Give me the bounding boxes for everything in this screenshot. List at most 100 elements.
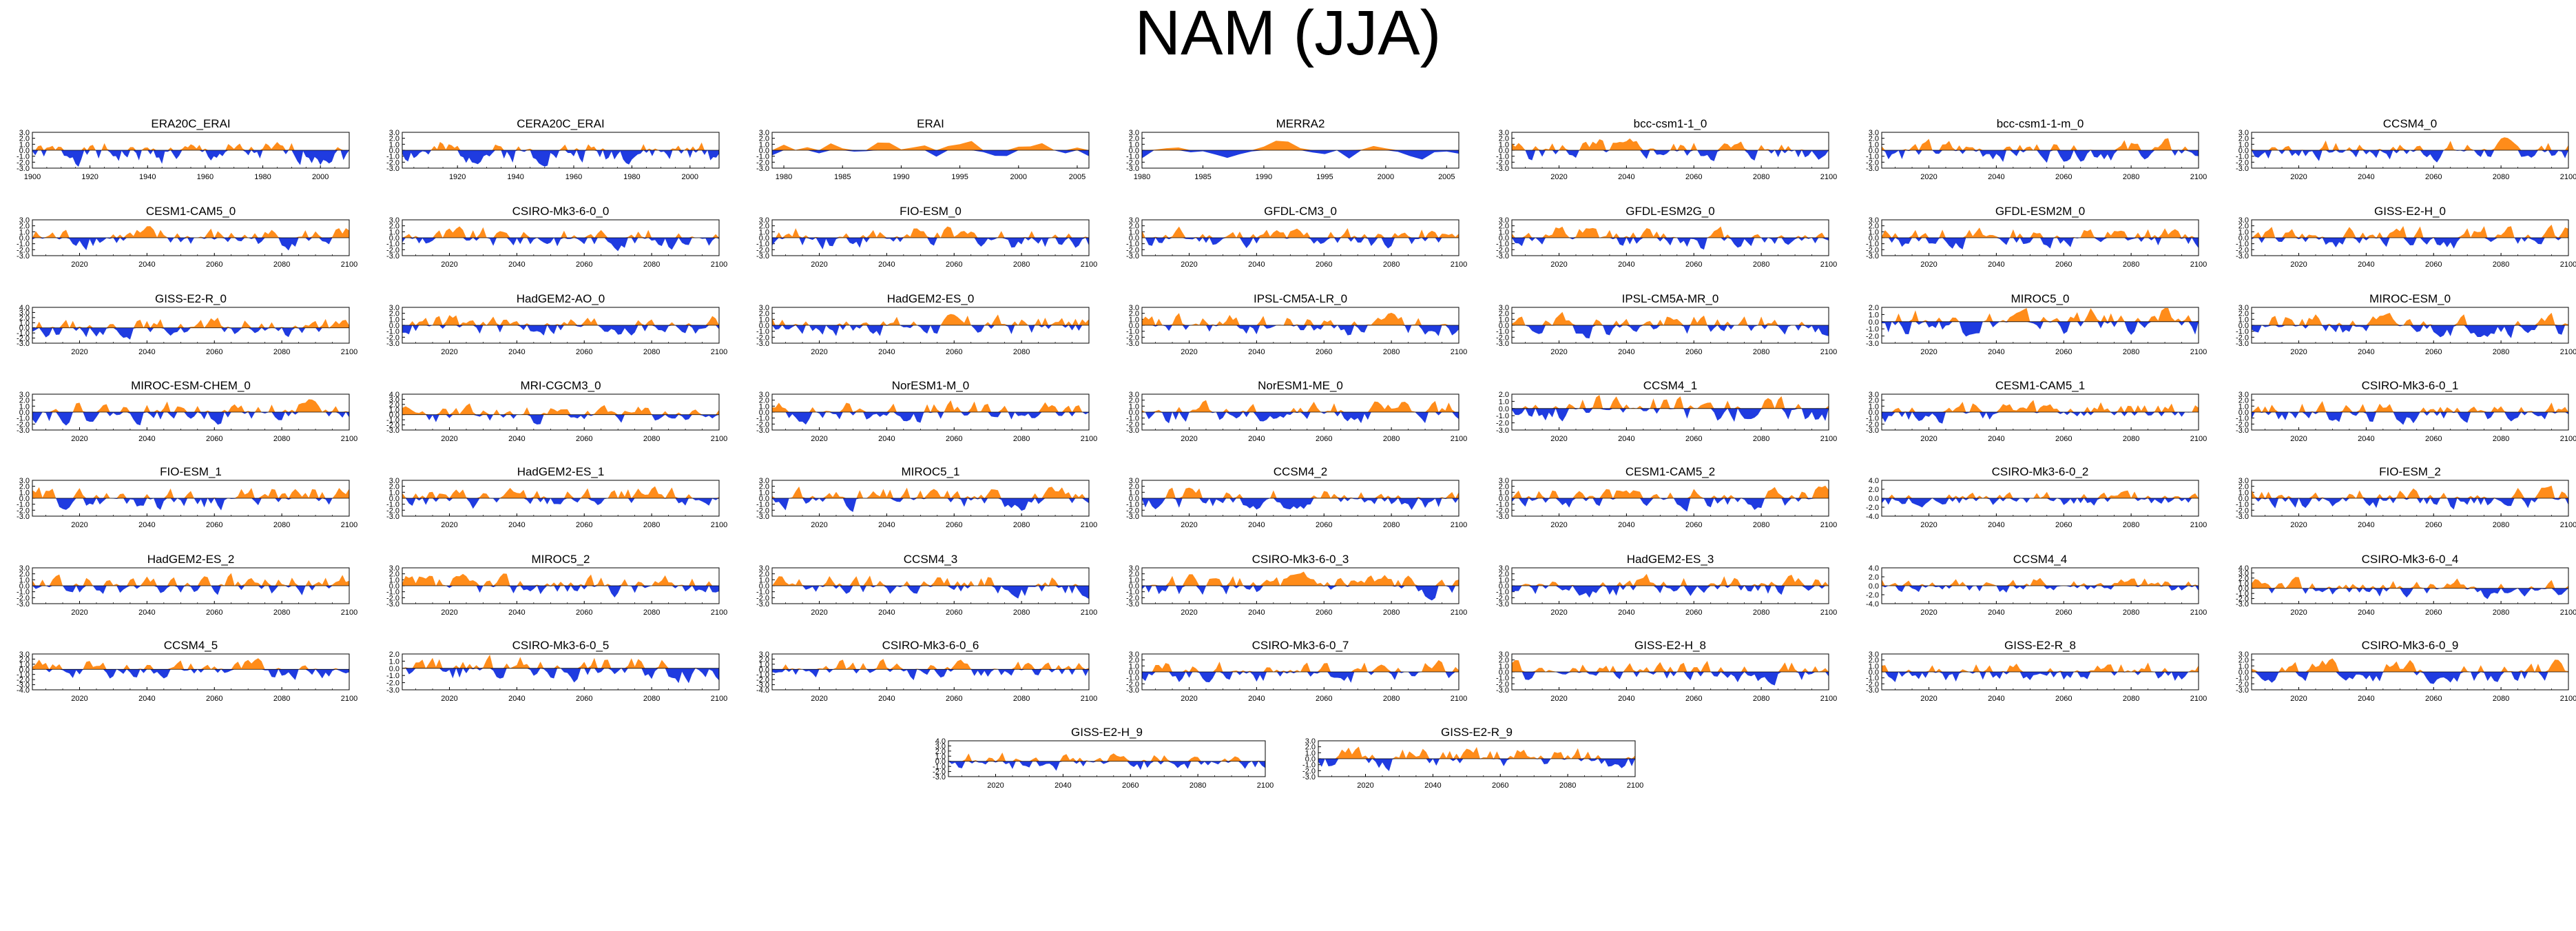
panel-GISS-E2-R_0: GISS-E2-R_0 4.03.02.01.00.0-1.0-2.0-3.0 20…	[17, 292, 357, 356]
x-tick-label: 2020	[71, 521, 87, 529]
plot-frame	[32, 219, 350, 256]
positive-area	[772, 141, 1089, 150]
plot-frame	[1318, 740, 1636, 777]
y-tick-label: -2.0	[1866, 246, 1879, 254]
plot-frame	[402, 480, 720, 517]
y-tick-label: 1.0	[2239, 228, 2249, 236]
negative-area	[2252, 672, 2568, 684]
x-tick-label: 2100	[1451, 521, 1467, 529]
panel-title: CCSM4_4	[2013, 553, 2067, 566]
y-tick-label: 0.0	[759, 234, 769, 243]
y-tick-label: -2.0	[1866, 333, 1879, 341]
positive-area	[1882, 138, 2199, 150]
panel-title: CCSM4_5	[164, 639, 218, 652]
y-tick-label: 2.0	[1129, 310, 1139, 318]
y-tick-label: -3.0	[1126, 686, 1139, 695]
plot-frame	[948, 740, 1266, 777]
plot-frame	[32, 567, 350, 604]
y-tick-label: -3.0	[756, 600, 769, 608]
positive-area	[32, 142, 349, 150]
x-tick-label: 2060	[946, 435, 962, 443]
x-tick-label: 2040	[138, 260, 155, 269]
y-tick-label: 0.0	[1305, 755, 1316, 764]
y-tick-label: 1.0	[1869, 141, 1879, 149]
y-tick-label: -3.0	[2236, 165, 2249, 173]
panel-title: CSIRO-Mk3-6-0_3	[1252, 553, 1349, 566]
panel-HadGEM2-ES_2: HadGEM2-ES_2 3.02.01.00.0-1.0-2.0-3.0 2020…	[17, 553, 357, 617]
y-tick-label: -3.0	[1866, 686, 1879, 695]
y-tick-label: 2.0	[1499, 135, 1509, 143]
x-tick-label: 1990	[893, 173, 909, 181]
x-tick-label: 2060	[946, 608, 962, 617]
x-tick-label: 2020	[2290, 173, 2307, 181]
panel-title: CESM1-CAM5_1	[1995, 379, 2085, 392]
x-tick-label: 2020	[1181, 608, 1197, 617]
y-tick-label: -3.0	[17, 600, 30, 608]
panel-title: GISS-E2-H_8	[1634, 639, 1706, 652]
y-tick-label: 0.0	[19, 234, 30, 243]
negative-area	[1512, 408, 1829, 422]
y-tick-label: 0.0	[1499, 234, 1509, 243]
y-tick-label: 2.0	[1129, 571, 1139, 579]
y-tick-label: 1.0	[1499, 489, 1509, 497]
x-tick-label: 2060	[2055, 348, 2072, 356]
x-tick-label: 2040	[1618, 521, 1634, 529]
positive-area	[772, 226, 1089, 238]
y-tick-label: -1.0	[1866, 241, 1879, 249]
x-tick-label: 2040	[2358, 173, 2374, 181]
y-tick-label: 2.0	[1305, 744, 1316, 752]
y-tick-label: 0.0	[1869, 582, 1879, 591]
y-tick-label: 2.0	[1499, 483, 1509, 491]
x-tick-label: 2040	[1988, 608, 2004, 617]
x-tick-label: 2060	[206, 695, 222, 703]
x-tick-label: 2080	[273, 435, 290, 443]
negative-area	[2252, 498, 2568, 510]
panel-MRI-CGCM3_0: MRI-CGCM3_0 4.03.02.01.00.0-1.0-2.0-3.0 20…	[386, 379, 727, 443]
x-tick-label: 2080	[2123, 608, 2139, 617]
plot-frame	[2251, 567, 2569, 604]
negative-area	[402, 668, 719, 684]
x-tick-label: 2100	[1820, 348, 1837, 356]
y-tick-label: -2.0	[1866, 158, 1879, 167]
y-tick-label: 2.0	[2239, 310, 2249, 318]
x-tick-label: 2040	[508, 348, 525, 356]
y-tick-label: 0.0	[2239, 322, 2249, 330]
x-tick-label: 2080	[1753, 608, 1769, 617]
y-tick-label: -2.0	[17, 246, 30, 254]
y-tick-label: -1.0	[386, 501, 399, 509]
negative-area	[2252, 588, 2568, 600]
y-tick-label: 2.0	[759, 223, 769, 231]
y-tick-label: -1.0	[2236, 501, 2249, 509]
x-tick-label: 2100	[1081, 260, 1097, 269]
y-tick-label: 3.0	[1869, 651, 1879, 659]
y-tick-label: 1.0	[19, 228, 30, 236]
positive-area	[2252, 225, 2568, 238]
x-tick-label: 2060	[206, 260, 222, 269]
negative-area	[772, 325, 1089, 336]
x-tick-label: 2100	[711, 435, 727, 443]
panel-GISS-E2-R_9: GISS-E2-R_9 3.02.01.00.0-1.0-2.0-3.0 2020 2…	[1302, 726, 1643, 790]
positive-area	[402, 403, 719, 415]
x-tick-label: 2060	[1492, 781, 1508, 790]
y-tick-label: -2.0	[1866, 504, 1879, 512]
y-tick-label: 1.0	[759, 489, 769, 497]
panel-CESM1-CAM5_1: CESM1-CAM5_1 3.02.01.00.0-1.0-2.0-3.0 2020…	[1866, 379, 2207, 443]
negative-area	[2252, 325, 2568, 338]
y-tick-label: 1.0	[2239, 141, 2249, 149]
x-tick-label: 2020	[811, 260, 827, 269]
plot-frame	[32, 307, 350, 344]
y-tick-label: -2.0	[2236, 595, 2249, 604]
positive-area	[1882, 662, 2199, 672]
positive-area	[1142, 312, 1459, 325]
x-tick-label: 2080	[1383, 348, 1400, 356]
panel-GISS-E2-H_0: GISS-E2-H_0 3.02.01.00.0-1.0-2.0-3.0 2020 2…	[2236, 205, 2576, 269]
y-tick-label: 2.0	[19, 314, 30, 323]
panel-title: CSIRO-Mk3-6-0_6	[882, 639, 979, 652]
plot-frame	[2251, 393, 2569, 431]
y-tick-label: -1.0	[756, 241, 769, 249]
y-tick-label: -3.0	[386, 252, 399, 260]
negative-area	[1142, 325, 1459, 336]
panel-title: MIROC-ESM_0	[2369, 292, 2451, 305]
y-tick-label: 4.0	[1869, 564, 1879, 573]
x-tick-label: 2060	[2425, 608, 2442, 617]
